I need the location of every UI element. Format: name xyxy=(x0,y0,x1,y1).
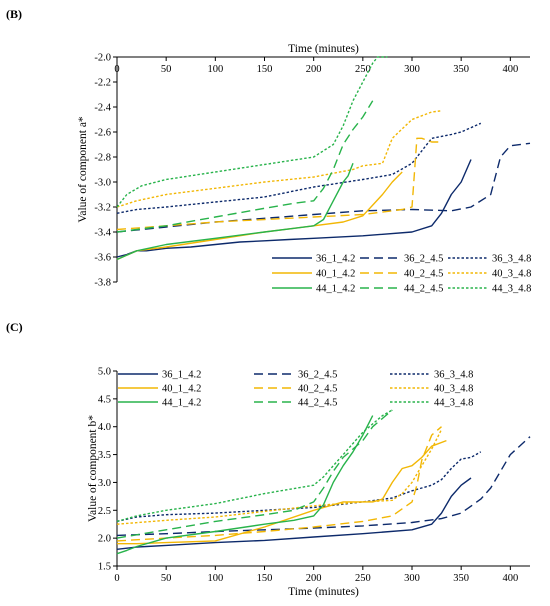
y-axis-title: Value of component b* xyxy=(87,415,99,522)
x-tick-label: 200 xyxy=(306,64,322,75)
x-tick-label: 400 xyxy=(502,64,518,75)
legend-label-40_1_4.2: 40_1_4.2 xyxy=(316,269,355,280)
series-line-36_3_4.8 xyxy=(116,451,482,523)
series-line-44_2_4.5 xyxy=(116,409,393,539)
legend-label-40_3_4.8: 40_3_4.8 xyxy=(434,384,473,395)
x-tick-label: 150 xyxy=(257,64,273,75)
x-tick-label: 50 xyxy=(161,64,172,75)
y-tick-label: -2.6 xyxy=(94,128,111,139)
x-axis-title: Time (minutes) xyxy=(288,43,359,55)
legend-label-40_1_4.2: 40_1_4.2 xyxy=(162,384,201,395)
legend-label-44_3_4.8: 44_3_4.8 xyxy=(492,284,531,295)
legend-label-40_2_4.5: 40_2_4.5 xyxy=(404,269,443,280)
y-tick-label: -3.4 xyxy=(94,228,111,239)
x-tick-label: 300 xyxy=(404,64,420,75)
series-line-40_2_4.5 xyxy=(116,426,442,542)
series-line-36_1_4.2 xyxy=(116,159,472,258)
series-line-40_3_4.8 xyxy=(116,110,442,208)
legend-label-36_3_4.8: 36_3_4.8 xyxy=(492,254,531,265)
y-tick-label: 3.5 xyxy=(98,450,111,461)
panel-label-c: (C) xyxy=(6,320,23,334)
y-tick-label: 2.5 xyxy=(98,506,111,517)
legend-label-36_2_4.5: 36_2_4.5 xyxy=(404,254,443,265)
chart-component-b: 1.5 2.0 2.5 3.0 3.5 4.0 4.5 5.0 0 50 100 150 200 250 3… xyxy=(87,367,531,598)
y-tick-label: 4.5 xyxy=(98,394,111,405)
series-line-44_3_4.8 xyxy=(116,409,393,523)
x-tick-label: 200 xyxy=(306,573,322,584)
series-line-44_2_4.5 xyxy=(116,100,374,233)
y-tick-label: -3.2 xyxy=(94,203,111,214)
legend-label-40_3_4.8: 40_3_4.8 xyxy=(492,269,531,280)
x-tick-label: 100 xyxy=(207,64,223,75)
y-tick-label: 2.0 xyxy=(98,534,111,545)
series-line-40_1_4.2 xyxy=(117,439,447,545)
series-line-40_2_4.5 xyxy=(116,137,442,231)
series-line-44_1_4.2 xyxy=(116,163,354,261)
x-tick-label: 300 xyxy=(404,573,420,584)
legend-label-44_2_4.5: 44_2_4.5 xyxy=(298,398,337,409)
x-tick-label: 250 xyxy=(355,64,371,75)
y-tick-label: 4.0 xyxy=(98,422,111,433)
x-tick-label: 400 xyxy=(502,573,518,584)
x-tick-label: 250 xyxy=(355,573,371,584)
legend-label-44_1_4.2: 44_1_4.2 xyxy=(162,398,201,409)
series-line-36_3_4.8 xyxy=(116,122,482,214)
x-tick-label: 0 xyxy=(114,64,119,75)
x-tick-label: 350 xyxy=(453,64,469,75)
y-tick-label: -2.2 xyxy=(94,78,111,89)
panel-label-b: (B) xyxy=(6,7,22,21)
y-tick-label: 3.0 xyxy=(98,478,111,489)
legend-label-44_2_4.5: 44_2_4.5 xyxy=(404,284,443,295)
y-tick-label: -3.8 xyxy=(94,278,111,289)
series-line-44_1_4.2 xyxy=(116,415,374,555)
x-tick-label: 50 xyxy=(161,573,172,584)
series-line-44_3_4.8 xyxy=(116,56,388,208)
x-tick-label: 150 xyxy=(257,573,273,584)
y-tick-label: -3.6 xyxy=(94,253,111,264)
x-tick-label: 100 xyxy=(207,573,223,584)
x-tick-label: 350 xyxy=(453,573,469,584)
y-tick-label: -2.8 xyxy=(94,153,111,164)
x-axis-title: Time (minutes) xyxy=(288,586,359,598)
chart-component-a: -2.0 -2.2 -2.4 -2.6 -2.8 -3.0 -3.2 -3.4 -3.6 -3.8… xyxy=(77,43,531,295)
y-tick-label: 5.0 xyxy=(98,367,111,378)
legend-label-36_1_4.2: 36_1_4.2 xyxy=(316,254,355,265)
y-tick-label: 1.5 xyxy=(98,562,111,573)
legend-label-40_2_4.5: 40_2_4.5 xyxy=(298,384,337,395)
y-tick-label: -2.4 xyxy=(94,103,111,114)
legend-label-44_3_4.8: 44_3_4.8 xyxy=(434,398,473,409)
legend-label-36_2_4.5: 36_2_4.5 xyxy=(298,370,337,381)
x-tick-label: 0 xyxy=(114,573,119,584)
legend-label-44_1_4.2: 44_1_4.2 xyxy=(316,284,355,295)
y-tick-label: -2.0 xyxy=(94,53,111,64)
y-tick-label: -3.0 xyxy=(94,178,111,189)
y-axis-title: Value of component a* xyxy=(77,116,89,223)
legend-label-36_3_4.8: 36_3_4.8 xyxy=(434,370,473,381)
series-line-36_1_4.2 xyxy=(116,477,472,550)
series-line-40_3_4.8 xyxy=(116,429,443,525)
legend-label-36_1_4.2: 36_1_4.2 xyxy=(162,370,201,381)
series-line-36_2_4.5 xyxy=(116,436,531,537)
